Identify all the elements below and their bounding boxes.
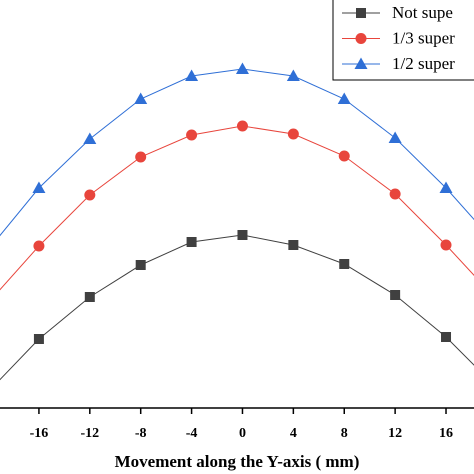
x-tick-label: 12 [388,426,402,441]
x-tick-label: -12 [80,426,99,441]
marker [185,69,199,81]
marker [33,240,45,252]
marker [389,188,401,200]
x-tick-label: 16 [439,426,453,441]
line [0,68,474,237]
legend-marker [356,8,366,18]
marker [84,189,96,201]
x-tick-label: -4 [186,426,198,441]
x-tick-label: 4 [290,426,297,441]
line [0,125,474,291]
plot-area [0,62,474,381]
marker [286,69,300,81]
x-tick-label: 8 [341,426,348,441]
marker [186,237,197,247]
marker [84,292,95,302]
marker [441,332,452,342]
marker [237,230,248,240]
marker [390,290,401,300]
legend-label: 1/2 super [392,54,455,73]
x-tick-label: -8 [135,426,147,441]
marker [440,239,452,251]
legend-marker [354,57,368,69]
marker [439,181,453,193]
marker [135,151,147,163]
marker [32,181,46,193]
marker [337,92,351,104]
legend-label: Not supe [392,3,453,22]
marker [135,260,146,270]
marker [287,128,299,140]
marker [388,131,402,143]
marker [83,132,97,144]
marker [235,62,249,74]
marker [186,129,198,141]
legend-label: 1/3 super [392,28,455,47]
marker [236,120,248,132]
legend-marker [355,33,367,44]
marker [33,334,44,344]
x-tick-label: 0 [239,426,246,441]
marker [134,92,148,104]
x-axis-title: Movement along the Y-axis ( mm) [115,452,360,471]
marker [338,150,350,162]
marker [288,240,299,250]
x-tick-label: -16 [30,426,49,441]
marker [339,259,350,269]
line [0,234,474,381]
